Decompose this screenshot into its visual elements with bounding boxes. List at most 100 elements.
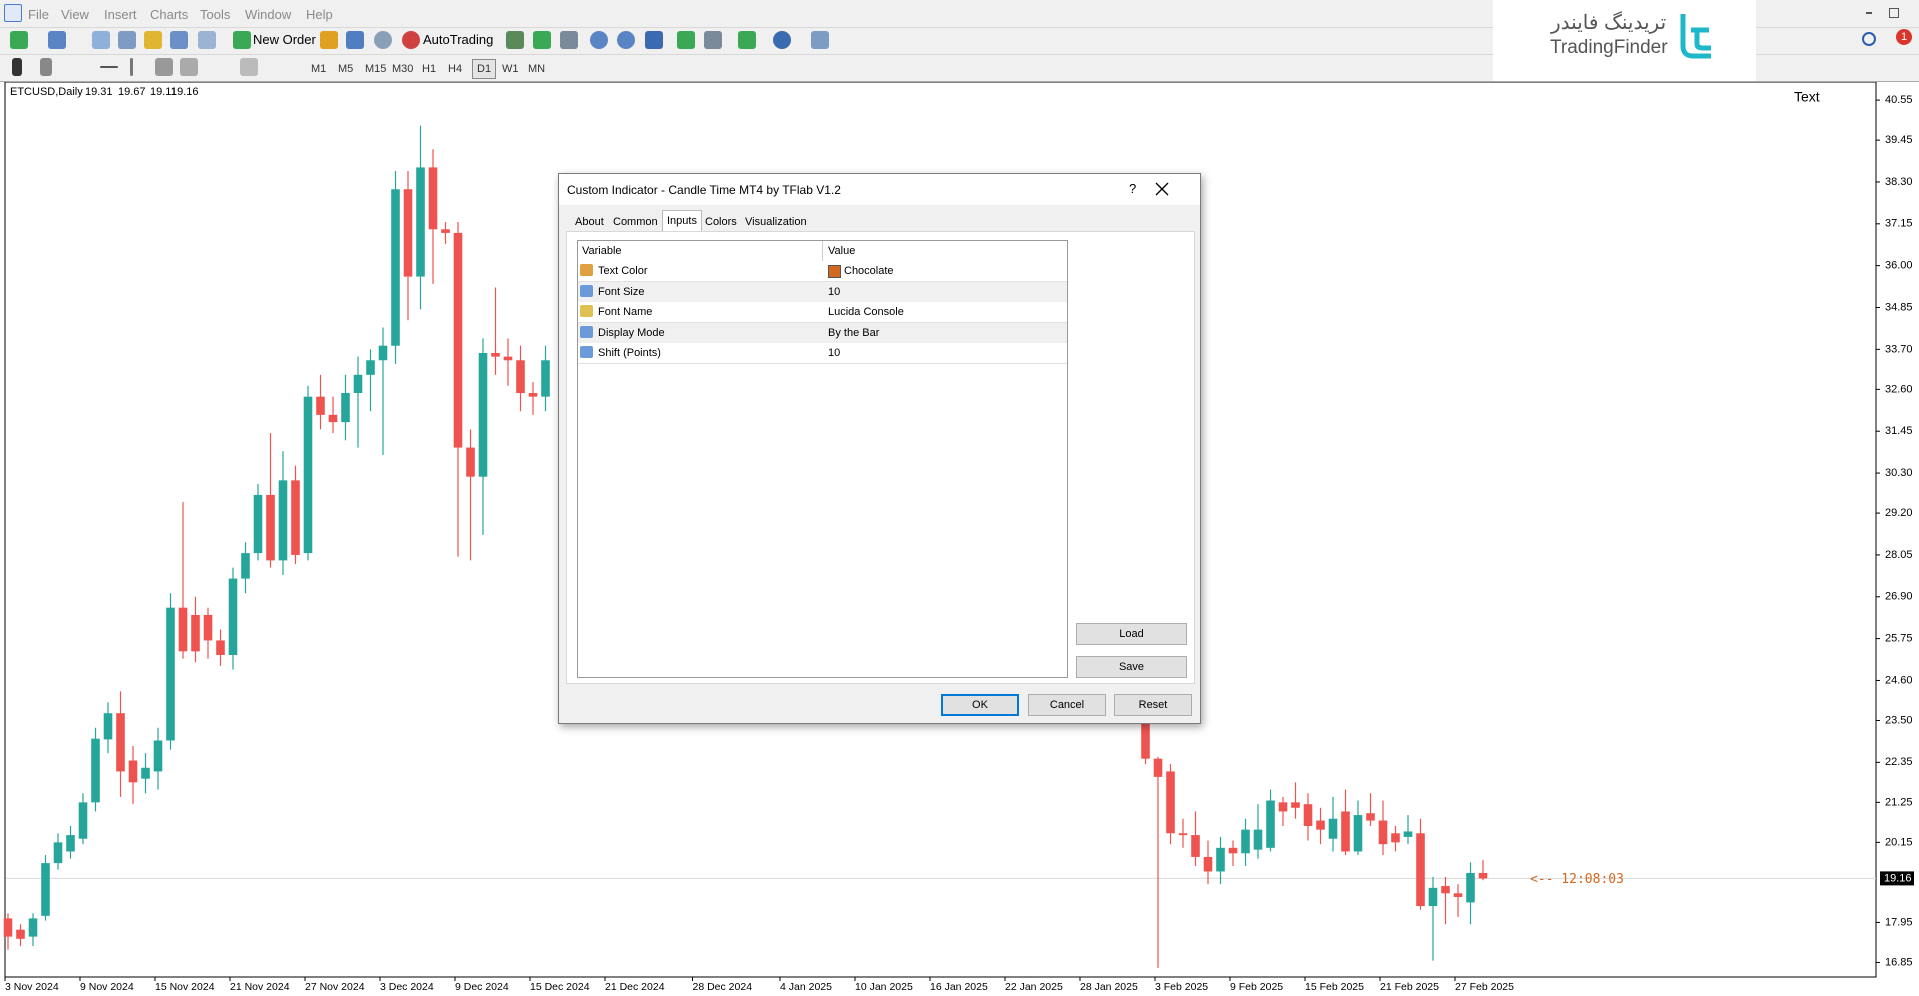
x-tick-label: 16 Jan 2025 xyxy=(930,981,988,993)
candle-body xyxy=(41,863,50,916)
menu-item[interactable]: Window xyxy=(245,7,292,22)
y-tick-label: 38.30 xyxy=(1885,176,1913,188)
tab[interactable]: Common xyxy=(613,216,658,228)
hline-icon[interactable] xyxy=(100,66,118,68)
tab[interactable]: Visualization xyxy=(745,216,807,228)
candle-body xyxy=(1278,802,1288,812)
line-chart-icon[interactable] xyxy=(560,31,578,49)
side-button[interactable]: Load xyxy=(1076,623,1187,645)
menu-item[interactable]: File xyxy=(28,7,49,22)
menu-item[interactable]: Charts xyxy=(150,7,189,22)
x-tick-label: 9 Dec 2024 xyxy=(455,981,509,993)
new-order-icon[interactable] xyxy=(233,31,251,49)
text-icon[interactable] xyxy=(240,58,258,76)
side-button[interactable]: Save xyxy=(1076,656,1187,678)
timeframe[interactable]: M30 xyxy=(392,63,414,75)
tab[interactable]: Inputs xyxy=(662,210,702,231)
zoom-in-icon[interactable] xyxy=(590,31,608,49)
type-icon xyxy=(580,325,593,338)
timeframe[interactable]: D1 xyxy=(472,59,497,79)
candle-body xyxy=(378,345,388,361)
new-order[interactable]: New Order xyxy=(253,32,316,47)
help-button[interactable]: ? xyxy=(1129,181,1137,196)
timeframe[interactable]: M1 xyxy=(311,63,327,75)
tester-icon[interactable] xyxy=(198,31,216,49)
table-row[interactable]: Shift (Points) 10 xyxy=(578,343,1067,364)
annotation: Text xyxy=(1794,89,1820,105)
dialog-button[interactable]: Cancel xyxy=(1028,694,1106,716)
cursor-icon[interactable] xyxy=(12,58,22,76)
scroll-icon[interactable] xyxy=(677,31,695,49)
tab[interactable]: About xyxy=(575,216,604,228)
crosshair-icon[interactable] xyxy=(40,58,52,76)
periods-icon[interactable] xyxy=(773,31,791,49)
dialog-button[interactable]: OK xyxy=(941,694,1019,716)
new-chart-icon[interactable] xyxy=(10,31,28,49)
trendline-icon[interactable] xyxy=(130,58,133,76)
terminal-icon[interactable] xyxy=(170,31,188,49)
autotrading[interactable]: AutoTrading xyxy=(423,32,494,47)
variable: Font Name xyxy=(598,306,653,318)
tile-icon[interactable] xyxy=(645,31,663,49)
candle-body xyxy=(78,802,88,839)
tab[interactable]: Colors xyxy=(705,216,737,228)
candle-body xyxy=(453,232,463,448)
timeframe[interactable]: MN xyxy=(528,63,546,75)
type-icon xyxy=(580,346,593,358)
candle-body xyxy=(1303,804,1313,826)
candle-body xyxy=(1241,829,1250,854)
close-button[interactable] xyxy=(1155,182,1169,196)
menu-item[interactable]: Tools xyxy=(200,7,231,22)
table-row[interactable]: Display Mode By the Bar xyxy=(578,322,1067,344)
menu-item[interactable]: Insert xyxy=(104,7,137,22)
timeframe[interactable]: W1 xyxy=(502,63,519,75)
meta-editor-icon[interactable] xyxy=(346,31,364,49)
menu-item[interactable]: View xyxy=(61,7,89,22)
globe-icon[interactable] xyxy=(374,31,392,49)
candle-body xyxy=(1291,802,1300,808)
profiles-icon[interactable] xyxy=(48,31,66,49)
navigator-icon[interactable] xyxy=(144,31,162,49)
table-row[interactable]: Font Name Lucida Console xyxy=(578,302,1067,323)
shift-icon[interactable] xyxy=(704,31,722,49)
x-tick-label: 15 Feb 2025 xyxy=(1305,981,1364,993)
y-tick-label: 36.00 xyxy=(1885,260,1913,272)
price-label-bg xyxy=(1880,871,1914,886)
candle-body xyxy=(178,607,188,652)
ohlc-low: 19.11 xyxy=(150,86,177,98)
autotrading-icon[interactable] xyxy=(402,31,420,49)
channel-icon[interactable] xyxy=(155,58,173,76)
x-tick-label: 9 Feb 2025 xyxy=(1230,981,1283,993)
timeframe[interactable]: H1 xyxy=(422,63,437,75)
candle-body xyxy=(1466,872,1475,903)
market-watch-icon[interactable] xyxy=(92,31,110,49)
table-row[interactable]: Font Size 10 xyxy=(578,281,1067,303)
timeframe[interactable]: H4 xyxy=(448,63,463,75)
y-tick-label: 23.50 xyxy=(1885,714,1913,726)
expert-icon[interactable] xyxy=(320,31,338,49)
candle-body xyxy=(266,494,275,561)
search[interactable] xyxy=(1862,32,1876,46)
timeframe[interactable]: M15 xyxy=(365,63,387,75)
candle-body xyxy=(353,374,363,394)
bar-chart-icon[interactable] xyxy=(506,31,524,49)
candle-body xyxy=(1203,856,1213,872)
indicators-icon[interactable] xyxy=(738,31,756,49)
menu-item[interactable]: Help xyxy=(306,7,333,22)
variable: Display Mode xyxy=(598,326,665,339)
y-tick-label: 37.15 xyxy=(1885,218,1913,230)
logo-persian: تریدینگ فایندر xyxy=(1551,12,1667,34)
fibo-icon[interactable] xyxy=(180,58,198,76)
timeframe[interactable]: M5 xyxy=(338,63,354,75)
minimize[interactable] xyxy=(1866,12,1872,14)
zoom-out-icon[interactable] xyxy=(617,31,635,49)
candle-body xyxy=(466,447,475,477)
table-row[interactable]: Text Color Chocolate xyxy=(578,261,1067,282)
candle-body xyxy=(103,713,113,740)
restore[interactable] xyxy=(1889,8,1899,18)
templates-icon[interactable] xyxy=(811,31,829,49)
notification-badge[interactable]: 1 xyxy=(1896,29,1912,45)
data-window-icon[interactable] xyxy=(118,31,136,49)
candle-chart-icon[interactable] xyxy=(533,31,551,49)
dialog-button[interactable]: Reset xyxy=(1114,694,1192,716)
